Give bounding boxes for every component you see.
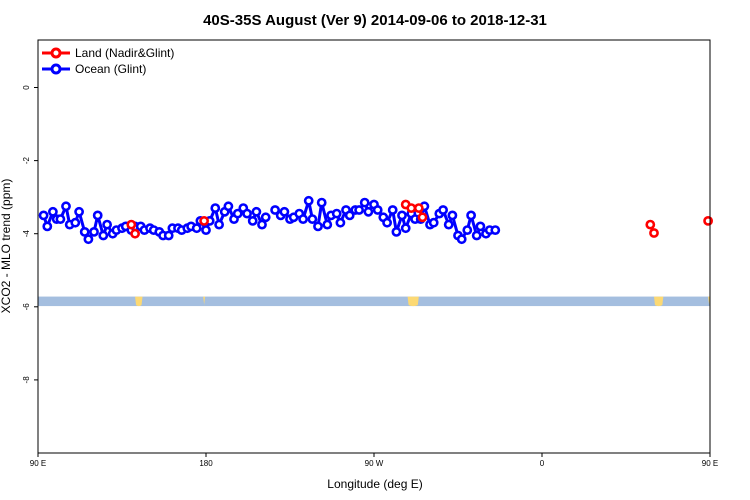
legend-land-marker [50,47,62,59]
data-point [210,203,221,213]
data-point [387,205,398,215]
data-point [447,210,458,221]
x-tick-label: 180 [199,459,213,468]
legend: Land (Nadir&Glint) Ocean (Glint) [42,46,174,76]
x-axis: 90 E 180 90 W 0 90 E [30,453,718,468]
x-tick-label: 90 E [702,459,718,468]
data-point [363,206,374,217]
legend-ocean-marker [50,63,62,75]
data-point [490,225,501,235]
data-point [354,205,364,215]
x-tick-label: 0 [540,459,545,468]
land-shape [407,296,419,307]
data-point [83,234,94,245]
data-point [417,212,428,223]
data-point [199,215,209,226]
data-point [372,205,383,215]
data-point [466,210,476,221]
y-axis: 0 -2 -4 -6 -8 [22,85,38,384]
land-ocean-strip [38,296,710,307]
data-point [126,219,137,230]
data-point [428,217,439,228]
y-tick-label: -6 [22,303,31,311]
data-point [55,214,66,224]
data-point [413,203,424,213]
data-point [331,208,342,219]
chart-title: 40S-35S August (Ver 9) 2014-09-06 to 201… [203,12,547,29]
land-shape [203,296,206,307]
data-point [242,208,252,219]
data-point [270,205,280,215]
data-point [247,215,258,226]
data-point [257,219,267,230]
data-point [471,230,482,241]
legend-ocean-label: Ocean (Glint) [75,62,146,76]
data-point [382,217,392,228]
data-point [456,234,467,245]
data-point [649,228,659,238]
data-point [102,219,112,230]
y-tick-label: -4 [22,230,31,238]
data-point [232,208,243,219]
land-shape [135,296,143,307]
data-point [70,217,81,228]
data-point [344,210,355,221]
data-point [61,201,71,212]
x-tick-label: 90 E [30,459,46,468]
data-point [397,210,407,221]
data-point [462,225,473,235]
data-point [400,223,411,234]
data-point [443,219,454,230]
land-shape [654,296,664,307]
data-point [406,203,417,213]
data-point [475,221,486,232]
data-point [74,206,84,217]
data-point [251,206,262,217]
data-point [98,230,109,241]
x-tick-label: 90 W [365,459,384,468]
legend-land-label: Land (Nadir&Glint) [75,46,174,60]
data-point [201,225,211,235]
data-point [335,217,346,228]
data-point [645,219,656,230]
data-point [163,230,174,241]
data-point [322,219,333,230]
data-point [703,215,713,226]
series-points [38,195,713,245]
data-point [89,226,99,237]
y-axis-label: XCO2 - MLO trend (ppm) [0,179,13,314]
data-point [303,195,314,206]
data-point [214,219,224,230]
data-point [307,214,318,224]
data-point [79,226,90,237]
data-point [313,221,323,232]
y-tick-label: -2 [22,157,31,165]
data-point [42,221,53,232]
data-point [279,206,290,217]
data-point [298,214,308,224]
y-tick-label: 0 [22,85,31,90]
ocean-band [38,296,710,307]
data-point [48,206,58,217]
y-tick-label: -8 [22,376,31,384]
data-point [391,226,402,237]
x-axis-label: Longitude (deg E) [327,477,422,491]
data-point [130,228,140,239]
data-point [191,223,202,234]
data-point [316,197,327,208]
data-point [223,201,234,212]
data-point [38,210,49,221]
data-point [92,210,103,221]
data-point [260,212,271,223]
data-point [359,197,370,208]
data-point [438,205,448,215]
